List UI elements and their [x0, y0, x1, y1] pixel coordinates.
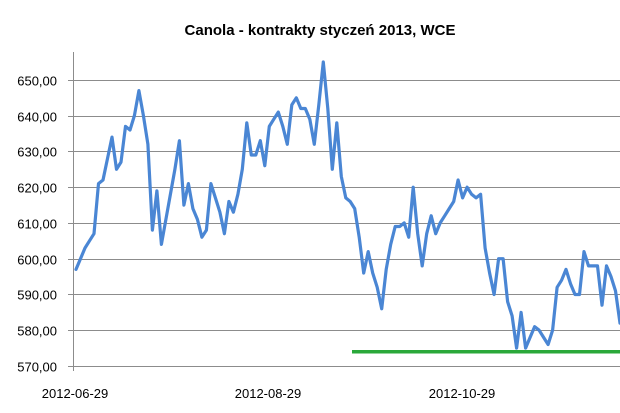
- chart-title: Canola - kontrakty styczeń 2013, WCE: [185, 22, 456, 39]
- y-tick-label: 610,00: [17, 217, 57, 232]
- x-axis-tick-labels: 2012-06-29 2012-08-29 2012-10-29: [42, 386, 496, 401]
- y-tick-label: 640,00: [17, 110, 57, 125]
- x-tick-label: 2012-08-29: [235, 386, 302, 401]
- y-tick-label: 650,00: [17, 74, 57, 89]
- y-tick-label: 600,00: [17, 253, 57, 268]
- series-group: [74, 60, 620, 350]
- y-tick-label: 620,00: [17, 181, 57, 196]
- series-line: [74, 60, 620, 350]
- y-tick-label: 580,00: [17, 324, 57, 339]
- y-axis-tick-labels: 570,00 580,00 590,00 600,00 610,00 620,00 630,…: [17, 74, 57, 375]
- y-tick-label: 590,00: [17, 288, 57, 303]
- x-tick-label: 2012-06-29: [42, 386, 109, 401]
- x-tick-label: 2012-10-29: [429, 386, 496, 401]
- y-tick-label: 570,00: [17, 360, 57, 375]
- y-tick-label: 630,00: [17, 145, 57, 160]
